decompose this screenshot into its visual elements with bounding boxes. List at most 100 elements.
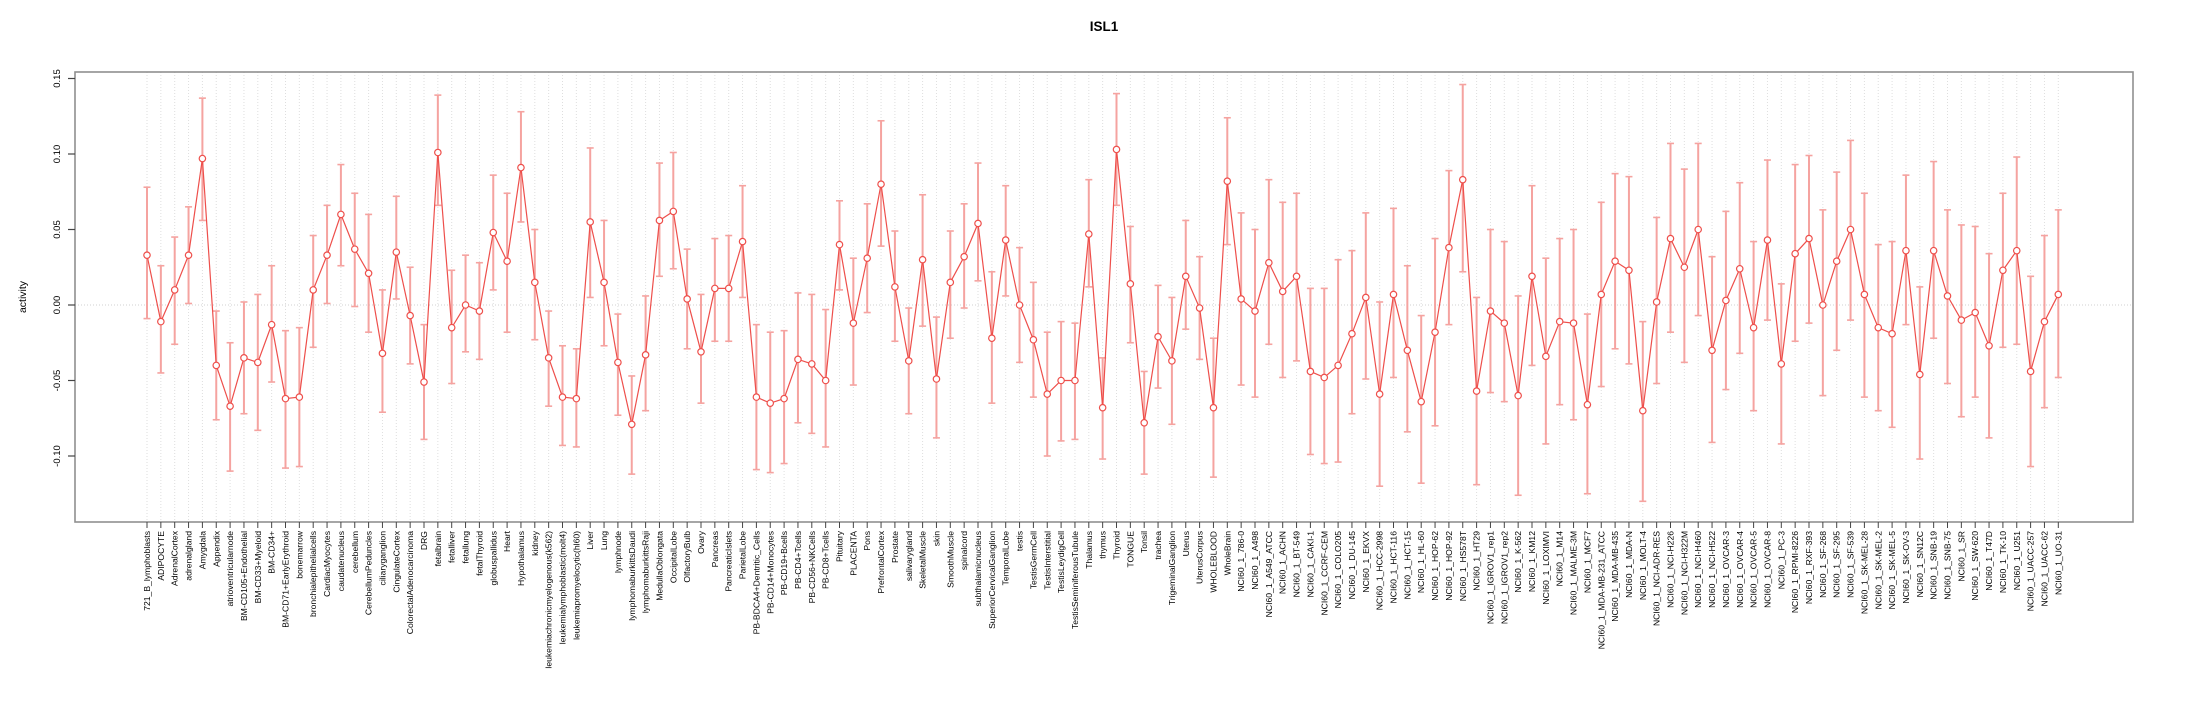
data-point	[1625, 266, 1633, 275]
x-tick-label: fetalbrain	[433, 531, 443, 567]
x-tick-label: NCI60_1_HCT-15	[1402, 531, 1412, 600]
x-tick-label: Thyroid	[1112, 531, 1122, 560]
x-tick-label: fetalliver	[447, 531, 457, 563]
x-tick-label: NCI60_1_ACHN	[1278, 531, 1288, 594]
x-tick-label: ColorectalAdenocarcinoma	[405, 531, 415, 634]
data-point	[157, 317, 165, 326]
data-point	[1195, 304, 1204, 312]
x-tick-label: PrefrontalCortex	[876, 530, 886, 593]
data-point	[1749, 323, 1758, 332]
x-tick-label: lymphomaburkittsDaudi	[627, 531, 637, 621]
data-point	[669, 207, 678, 216]
data-point	[711, 284, 719, 293]
y-axis: 0.15 0.10 0.05 0.00 -0.05 -0.10	[52, 69, 75, 467]
x-tick-label: subthalamicnucleus	[973, 531, 983, 606]
data-point	[835, 240, 844, 249]
x-tick-label: NCI60_1_T47D	[1984, 531, 1994, 591]
data-point	[434, 148, 442, 157]
data-point	[1389, 290, 1398, 299]
x-tick-label: PancreaticIslets	[724, 531, 734, 592]
data-point	[1611, 257, 1619, 266]
data-point	[1251, 307, 1259, 315]
data-point	[1943, 292, 1952, 300]
data-point	[198, 154, 207, 163]
data-point	[184, 251, 193, 259]
x-tick-label: NCI60_1_A549_ATCC	[1264, 531, 1274, 617]
x-tick-label: NCI60_1_UACC-62	[2039, 531, 2049, 607]
x-tick-label: salivarygland	[904, 531, 914, 581]
x-tick-label: NCI60_1_SK-MEL-28	[1859, 531, 1869, 614]
data-point	[1306, 367, 1315, 376]
data-point	[267, 320, 276, 329]
x-tick-label: SmoothMuscle	[945, 531, 955, 588]
data-point	[1098, 403, 1107, 412]
data-point	[724, 284, 733, 293]
x-tick-label: TestisInterstitial	[1042, 531, 1052, 590]
data-point	[2012, 246, 2021, 255]
x-tick-label: bonemarrow	[294, 530, 304, 579]
x-tick-label: NCI60_1_U251	[2012, 531, 2022, 590]
data-point	[2054, 290, 2063, 299]
data-point	[1583, 400, 1592, 409]
x-tick-label: NCI60_1_NCI-H226	[1666, 531, 1676, 608]
x-tick-label: NCI60_1_CCRF-CEM	[1319, 531, 1329, 616]
x-tick-label: leukemiachronicmyelogenous(k562)	[544, 531, 554, 669]
data-point	[600, 278, 608, 287]
data-point	[420, 378, 428, 386]
data-point	[392, 248, 401, 256]
x-tick-label: Tonsil	[1139, 531, 1149, 553]
data-point	[489, 228, 498, 237]
x-tick-label: WholeBrain	[1222, 531, 1232, 576]
x-tick-label: NCI60_1_786-0	[1236, 531, 1246, 592]
data-point	[627, 420, 636, 429]
data-point	[1431, 328, 1439, 336]
data-point	[1140, 418, 1149, 427]
data-point	[1985, 341, 1993, 350]
data-point	[1500, 319, 1509, 327]
data-point	[614, 358, 622, 367]
data-point	[212, 361, 221, 370]
data-point	[1708, 346, 1716, 355]
x-tick-label: adrenalgland	[184, 531, 194, 581]
x-tick-label: NCI60_1_K-562	[1513, 531, 1523, 593]
data-point	[1043, 390, 1052, 398]
x-tick-label: NCI60_1_MALME-3M	[1569, 531, 1579, 615]
data-point	[337, 210, 345, 219]
x-tick-label: NCI60_1_MOLT-4	[1638, 531, 1648, 600]
x-tick-label: fetalThyroid	[474, 531, 484, 576]
data-point	[1832, 257, 1841, 266]
x-tick-label: NCI60_1_SR	[1956, 531, 1966, 582]
data-point	[309, 286, 318, 294]
data-point	[1999, 266, 2007, 275]
data-point	[1639, 406, 1647, 415]
x-tick-label: Appendix	[211, 530, 221, 567]
x-tick-label: atrioventricularnode	[225, 531, 235, 607]
data-point	[752, 393, 761, 401]
data-point	[960, 252, 968, 261]
x-tick-label: 721_B_lymphoblasts	[142, 531, 152, 611]
x-tick-label: leukemialymphoblastic(molt4)	[558, 531, 568, 644]
x-tick-label: NCI60_1_OVCAR-8	[1762, 531, 1772, 608]
data-point	[1071, 376, 1079, 385]
data-point	[863, 254, 872, 262]
data-point	[406, 311, 414, 320]
plot-box	[74, 71, 2134, 523]
x-tick-label: NCI60_1_NCI-H322M	[1679, 531, 1689, 615]
x-tick-label: Pons	[862, 531, 872, 551]
x-tick-label: NCI60_1_UO-31	[2053, 531, 2063, 595]
data-points	[143, 145, 2063, 429]
data-point	[1805, 234, 1813, 243]
x-tick-label: TestisGermCell	[1028, 531, 1038, 589]
data-point	[1362, 293, 1370, 302]
data-point	[946, 278, 955, 287]
plot-box-rect	[74, 71, 2134, 523]
y-tick-label: -0.05	[52, 370, 63, 392]
data-point	[1181, 272, 1190, 281]
x-tick-label: CerebellumPeduncles	[364, 531, 374, 615]
x-tick-label: NCI60_1_NCI-ADR-RES	[1652, 531, 1662, 626]
data-point	[350, 245, 359, 253]
x-tick-label: NCI60_1_MDA-MB-435	[1610, 531, 1620, 622]
x-tick-label: bronchialepithelialcells	[308, 531, 318, 617]
x-axis: 721_B_lymphoblasts ADIPOCYTE AdrenalCortex…	[142, 522, 2063, 669]
x-tick-label: Pancreas	[710, 531, 720, 567]
